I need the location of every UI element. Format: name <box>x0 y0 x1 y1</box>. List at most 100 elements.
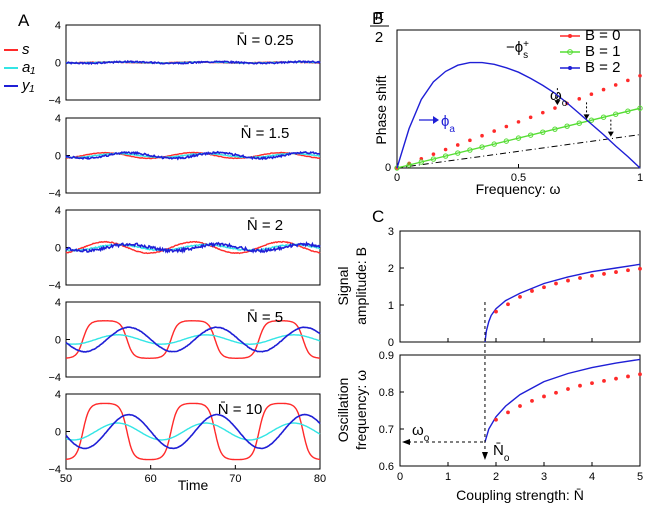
plot-frame-c-bottom <box>399 354 641 467</box>
legend-title-b: −ϕs+ <box>506 39 529 61</box>
series-b1-point <box>637 105 643 111</box>
y-tick-label: 0.9 <box>379 350 394 362</box>
pi-denominator: 2 <box>375 29 383 46</box>
panel-c-label: C <box>372 207 384 226</box>
series-a1 <box>65 152 321 159</box>
panel-a-label: A <box>18 11 30 30</box>
amplitude-sim-point <box>638 266 642 271</box>
series-b2-line <box>396 134 641 169</box>
y-tick-label: −4 <box>48 372 61 384</box>
amplitude-sim-point <box>554 281 558 286</box>
amplitude-sim-point <box>626 268 630 273</box>
series-b1-point <box>406 162 412 168</box>
series-b1-point <box>527 132 534 138</box>
y-label-b: Phase shift <box>373 75 389 144</box>
panel-b-label: B <box>372 9 383 28</box>
series-b1-point <box>576 120 582 126</box>
series-b0-point <box>638 73 642 78</box>
y-label-c-top-1: Signal <box>335 267 351 306</box>
legend-label: y₁ <box>21 77 35 94</box>
x-tick-label: 5 <box>637 471 643 483</box>
frequency-sim-point <box>554 390 558 395</box>
y-tick-label: 0 <box>55 427 61 439</box>
series-b1-point <box>540 129 546 135</box>
legend-label: s <box>22 41 30 58</box>
series-b0-point <box>443 147 448 152</box>
omega-o-arrowhead-c <box>402 438 410 445</box>
y-tick-label: 0 <box>55 243 61 255</box>
amplitude-sim-point <box>494 309 498 314</box>
series-b0-point <box>553 106 557 110</box>
y-tick-label: −4 <box>48 280 61 292</box>
series-b1-line <box>396 107 641 169</box>
omega-o-label-b: ωo <box>550 87 568 109</box>
y-tick-label: −4 <box>48 464 61 476</box>
subplot-a-3: 4 0 −4 N̄ = 2 <box>48 205 321 292</box>
amplitude-sim-point <box>506 302 510 307</box>
n-label: N̄ = 1.5 <box>241 125 290 142</box>
series-b1-point <box>455 150 461 156</box>
series-a1 <box>65 243 320 252</box>
y-tick-label: 0.6 <box>379 461 394 473</box>
y-label-c-bottom-1: Oscillation <box>335 378 351 443</box>
y-top-label-b: π 2 <box>370 7 389 46</box>
series-b1-point <box>515 135 522 141</box>
frequency-sim-point <box>542 394 546 399</box>
legend-b: −ϕs+ B = 0B = 1B = 2 <box>506 27 620 76</box>
frequency-sim-point <box>518 404 522 408</box>
y-tick-label: 4 <box>55 113 61 125</box>
amplitude-sim-point <box>542 285 546 290</box>
series-b0-point <box>589 92 594 97</box>
subplot-a-4: 4 0 −4 N̄ = 5 <box>48 297 321 384</box>
n-o-arrowhead <box>481 452 488 460</box>
series-b0-point <box>504 124 509 129</box>
series-s <box>65 319 320 360</box>
x-tick-label: 3 <box>541 471 547 483</box>
series-s <box>65 402 321 461</box>
series-b0-point <box>613 83 618 87</box>
x-tick-label: 70 <box>229 473 241 485</box>
frequency-sim-point <box>602 379 606 383</box>
series-b1-point <box>479 144 485 150</box>
amplitude-theory-line <box>484 263 641 343</box>
series-b1-point <box>564 123 570 129</box>
x-tick-label: 80 <box>314 473 326 485</box>
y-label-c-bottom-2: frequency: ω <box>353 370 369 450</box>
y-tick-label: 0 <box>388 337 394 349</box>
series-b0-point <box>431 152 436 156</box>
y-tick-label: 3 <box>388 226 394 238</box>
series-b0-point <box>480 133 484 138</box>
legend-label-b: B = 1 <box>585 43 620 60</box>
omega-o-arrowhead <box>554 100 561 106</box>
series-y1 <box>65 326 321 353</box>
frequency-sim-point <box>614 376 618 381</box>
series-b1-point <box>613 111 619 117</box>
series-b0-point <box>626 78 630 83</box>
n-label: N̄ = 2 <box>247 217 283 234</box>
y-tick-label: 4 <box>55 297 61 309</box>
amplitude-sim-point <box>614 270 618 274</box>
series-b0-point <box>577 97 582 101</box>
x-tick-label: 4 <box>589 471 595 483</box>
y-tick-label: 4 <box>55 20 61 32</box>
x-tick-label: 0.5 <box>511 172 526 184</box>
frequency-sim-point <box>638 372 642 377</box>
subplot-a-2: 4 0 −4 N̄ = 1.5 <box>48 113 321 200</box>
omega-o-arrowhead <box>583 114 590 120</box>
y-tick-label: −4 <box>48 188 61 200</box>
x-tick-label: 60 <box>145 473 157 485</box>
x-label-b: Frequency: ω <box>476 181 561 197</box>
panel-b: 0 0.5 1 ϕa ωo −ϕs+ B = 0B = 1B = 2 π 2 0 Phase… <box>370 7 643 197</box>
y-tick-b: 0 <box>385 162 391 174</box>
series-b0-point <box>468 138 472 143</box>
x-tick-label: 50 <box>60 473 72 485</box>
frequency-sim-point <box>626 374 630 379</box>
series-b0-point <box>528 115 533 120</box>
legend-marker-b <box>568 34 572 38</box>
x-tick-label: 0 <box>397 471 403 483</box>
series-y1 <box>65 150 321 161</box>
frequency-sim-point <box>578 383 582 388</box>
